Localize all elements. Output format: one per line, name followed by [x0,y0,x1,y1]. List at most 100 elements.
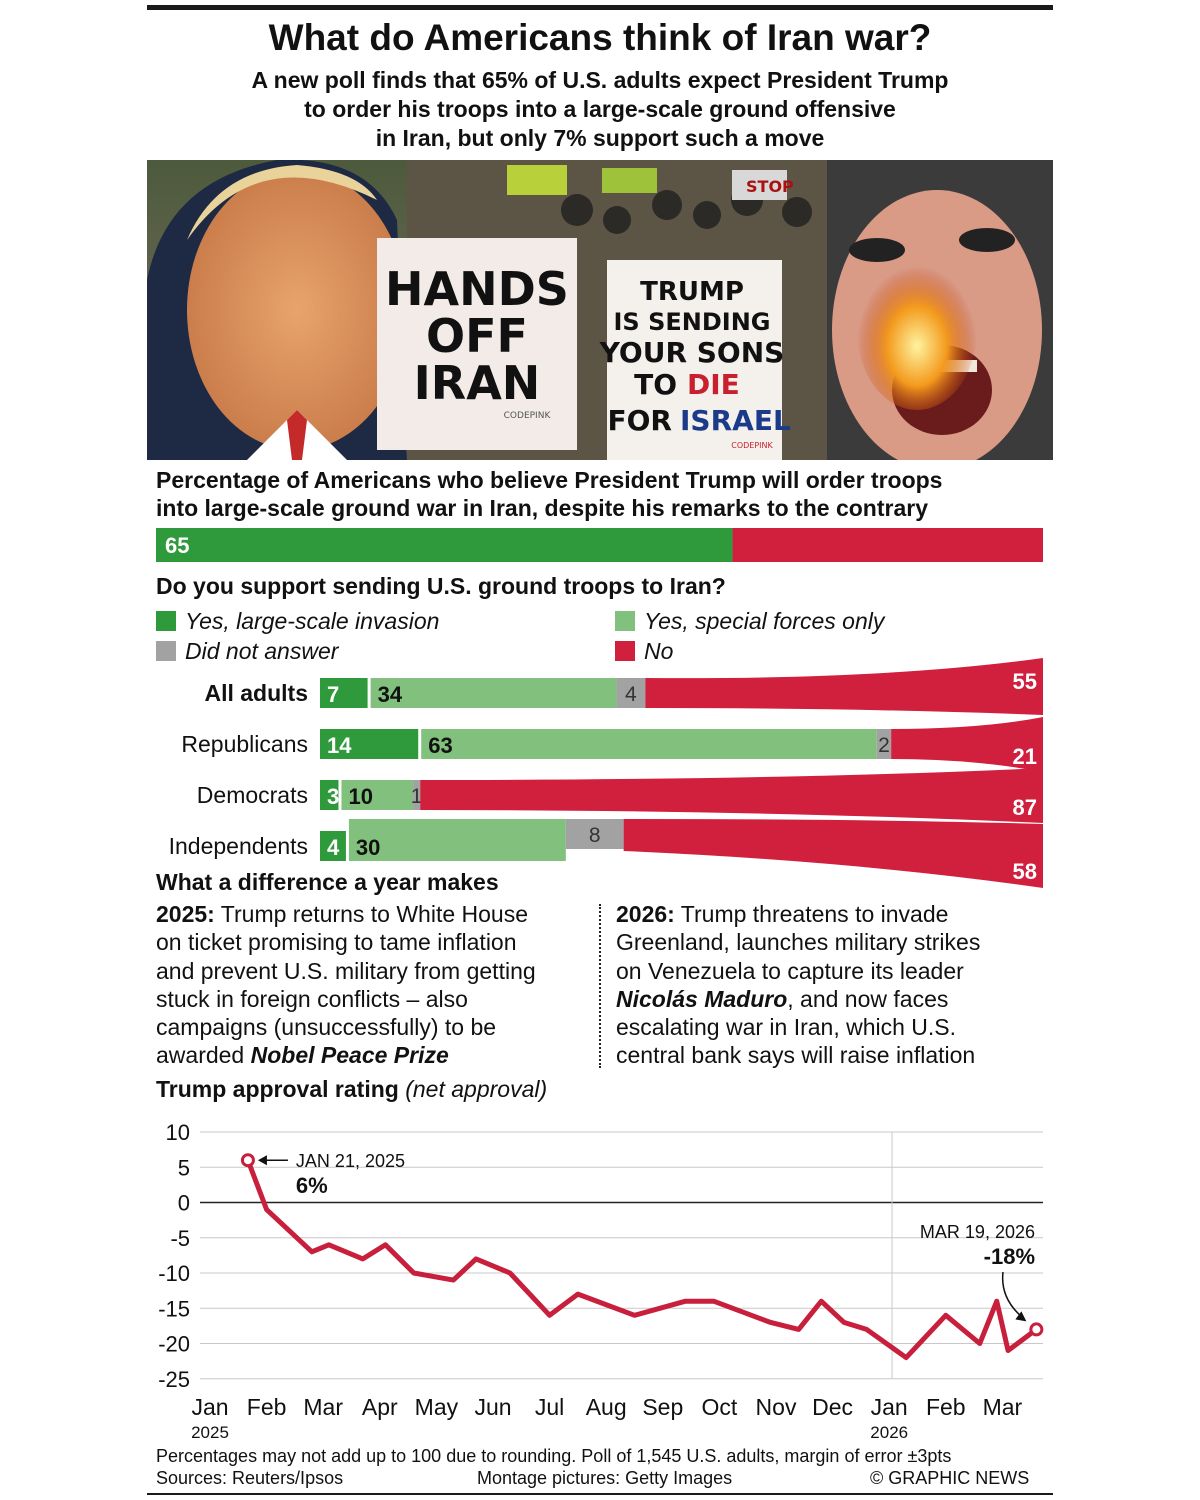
sign1-line: OFF [426,309,528,363]
value-label-special-forces: 10 [348,784,372,809]
end-point [1029,1322,1044,1337]
value-label-no: 58 [1013,859,1037,884]
legend-no-answer: Did not answer [156,638,338,664]
text-span: escalating war in Iran, which U.S. [616,1014,957,1041]
background-signs: STOP [507,165,794,200]
belief-bar-rest [732,528,1043,562]
belief-question-line: into large-scale ground war in Iran, des… [156,495,928,521]
text-span: awarded [156,1042,251,1069]
value-label-no-answer: 1 [411,785,423,808]
row-label: Republicans [181,731,308,757]
text-span: stuck in foreign conflicts – also [156,985,468,1012]
x-tick-label: Jan [871,1394,908,1420]
text-line: Greenland, launches military strikes [616,928,1056,956]
y-tick-label: -5 [170,1226,190,1251]
end-date-label: MAR 19, 2026 [920,1222,1035,1242]
approval-chart-title: Trump approval rating (net approval) [156,1076,547,1103]
x-tick-label: Nov [756,1394,797,1420]
y-tick-label: 5 [178,1155,190,1180]
legend-swatch-dark-green [156,611,176,631]
text-span: central bank says will raise inflation [616,1042,976,1069]
end-value-label: -18% [984,1244,1035,1269]
y-tick-label: -15 [158,1296,190,1321]
page-subtitle: A new poll finds that 65% of U.S. adults… [150,66,1050,153]
value-label-special-forces: 34 [378,682,403,707]
start-value-label: 6% [296,1173,328,1198]
support-question: Do you support sending U.S. ground troop… [156,573,726,599]
x-tick-label: Feb [926,1394,966,1420]
text-span: Trump threatens to invade [674,901,949,927]
y-tick-label: 10 [166,1120,190,1145]
legend-special-forces: Yes, special forces only [615,608,884,634]
emphasis-text: Nicolás Maduro [616,985,788,1012]
annotation-arrow-head [257,1155,267,1166]
sign2-credit: CODEPINK [731,441,773,450]
angry-face-portrait [827,160,1053,460]
text-line: and prevent U.S. military from getting [156,957,596,985]
bar-large-scale [320,678,368,708]
footer-sources: Sources: Reuters/Ipsos [156,1468,344,1488]
emphasis-text: Nobel Peace Prize [250,1042,449,1069]
bg-sign-text: STOP [746,177,794,196]
bar-no-answer [413,780,421,810]
bar-no-answer [616,678,646,708]
sign2-die: DIE [687,368,740,401]
text-line: campaigns (unsuccessfully) to be [156,1013,596,1041]
text-line: central bank says will raise inflation [616,1041,1056,1069]
sign2-to: TO [634,368,677,401]
text-span: campaigns (unsuccessfully) to be [156,1014,497,1041]
sign1-line: HANDS [385,262,569,316]
value-label-special-forces: 63 [428,733,452,758]
difference-heading: What a difference a year makes [156,869,499,895]
bar-no [420,768,1043,823]
column-divider [599,904,601,1068]
y-tick-label: -20 [158,1332,190,1357]
bar-special-forces [370,678,617,708]
x-tick-label: Jul [535,1394,564,1420]
text-line: awarded Nobel Peace Prize [156,1041,596,1069]
value-label-no-answer: 8 [589,824,601,847]
page-title: What do Americans think of Iran war? [268,17,932,58]
x-tick-label: Feb [247,1394,287,1420]
year-label: 2026: [616,901,675,927]
start-date-label: JAN 21, 2025 [296,1151,405,1171]
legend-label: Yes, large-scale invasion [185,608,440,634]
bar-no-answer [565,819,624,849]
x-year-label: 2026 [870,1423,908,1442]
bar-large-scale [320,831,346,861]
subtitle-line: to order his troops into a large-scale g… [304,96,896,122]
bar-no [623,819,1043,888]
x-tick-label: Aug [586,1394,627,1420]
bar-special-forces [421,729,877,759]
subtitle-line: in Iran, but only 7% support such a move [375,125,825,151]
belief-question-line: Percentage of Americans who believe Pres… [156,467,943,493]
x-tick-label: Oct [702,1394,738,1420]
y-tick-label: -25 [158,1367,190,1392]
x-tick-label: Sep [642,1394,683,1420]
footer-note: Percentages may not add up to 100 due to… [156,1446,952,1466]
value-label-large-scale: 4 [327,835,340,860]
y-tick-label: 0 [178,1191,190,1216]
sign2-line: YOUR SONS [599,336,785,369]
row-label: Independents [169,833,308,859]
bar-no-answer [876,729,892,759]
x-year-label: 2025 [191,1423,229,1442]
value-label-no: 21 [1013,744,1037,769]
bar-special-forces [341,780,414,810]
value-label-large-scale: 14 [327,733,352,758]
text-span: Greenland, launches military strikes [616,929,981,956]
year-label: 2025: [156,901,215,927]
x-tick-label: Jun [474,1394,511,1420]
sign1-line: IRAN [414,356,541,410]
belief-bar-yes [156,528,733,562]
x-tick-label: Apr [362,1394,398,1420]
legend-large-scale: Yes, large-scale invasion [156,608,439,634]
text-span: on ticket promising to tame inflation [156,929,517,956]
sign2-israel: ISRAEL [680,404,791,437]
legend-label: Did not answer [185,638,339,664]
bar-no [891,717,1043,772]
bottom-rule [147,1493,1053,1495]
row-label: Democrats [197,782,308,808]
approval-title-note: (net approval) [405,1076,548,1102]
